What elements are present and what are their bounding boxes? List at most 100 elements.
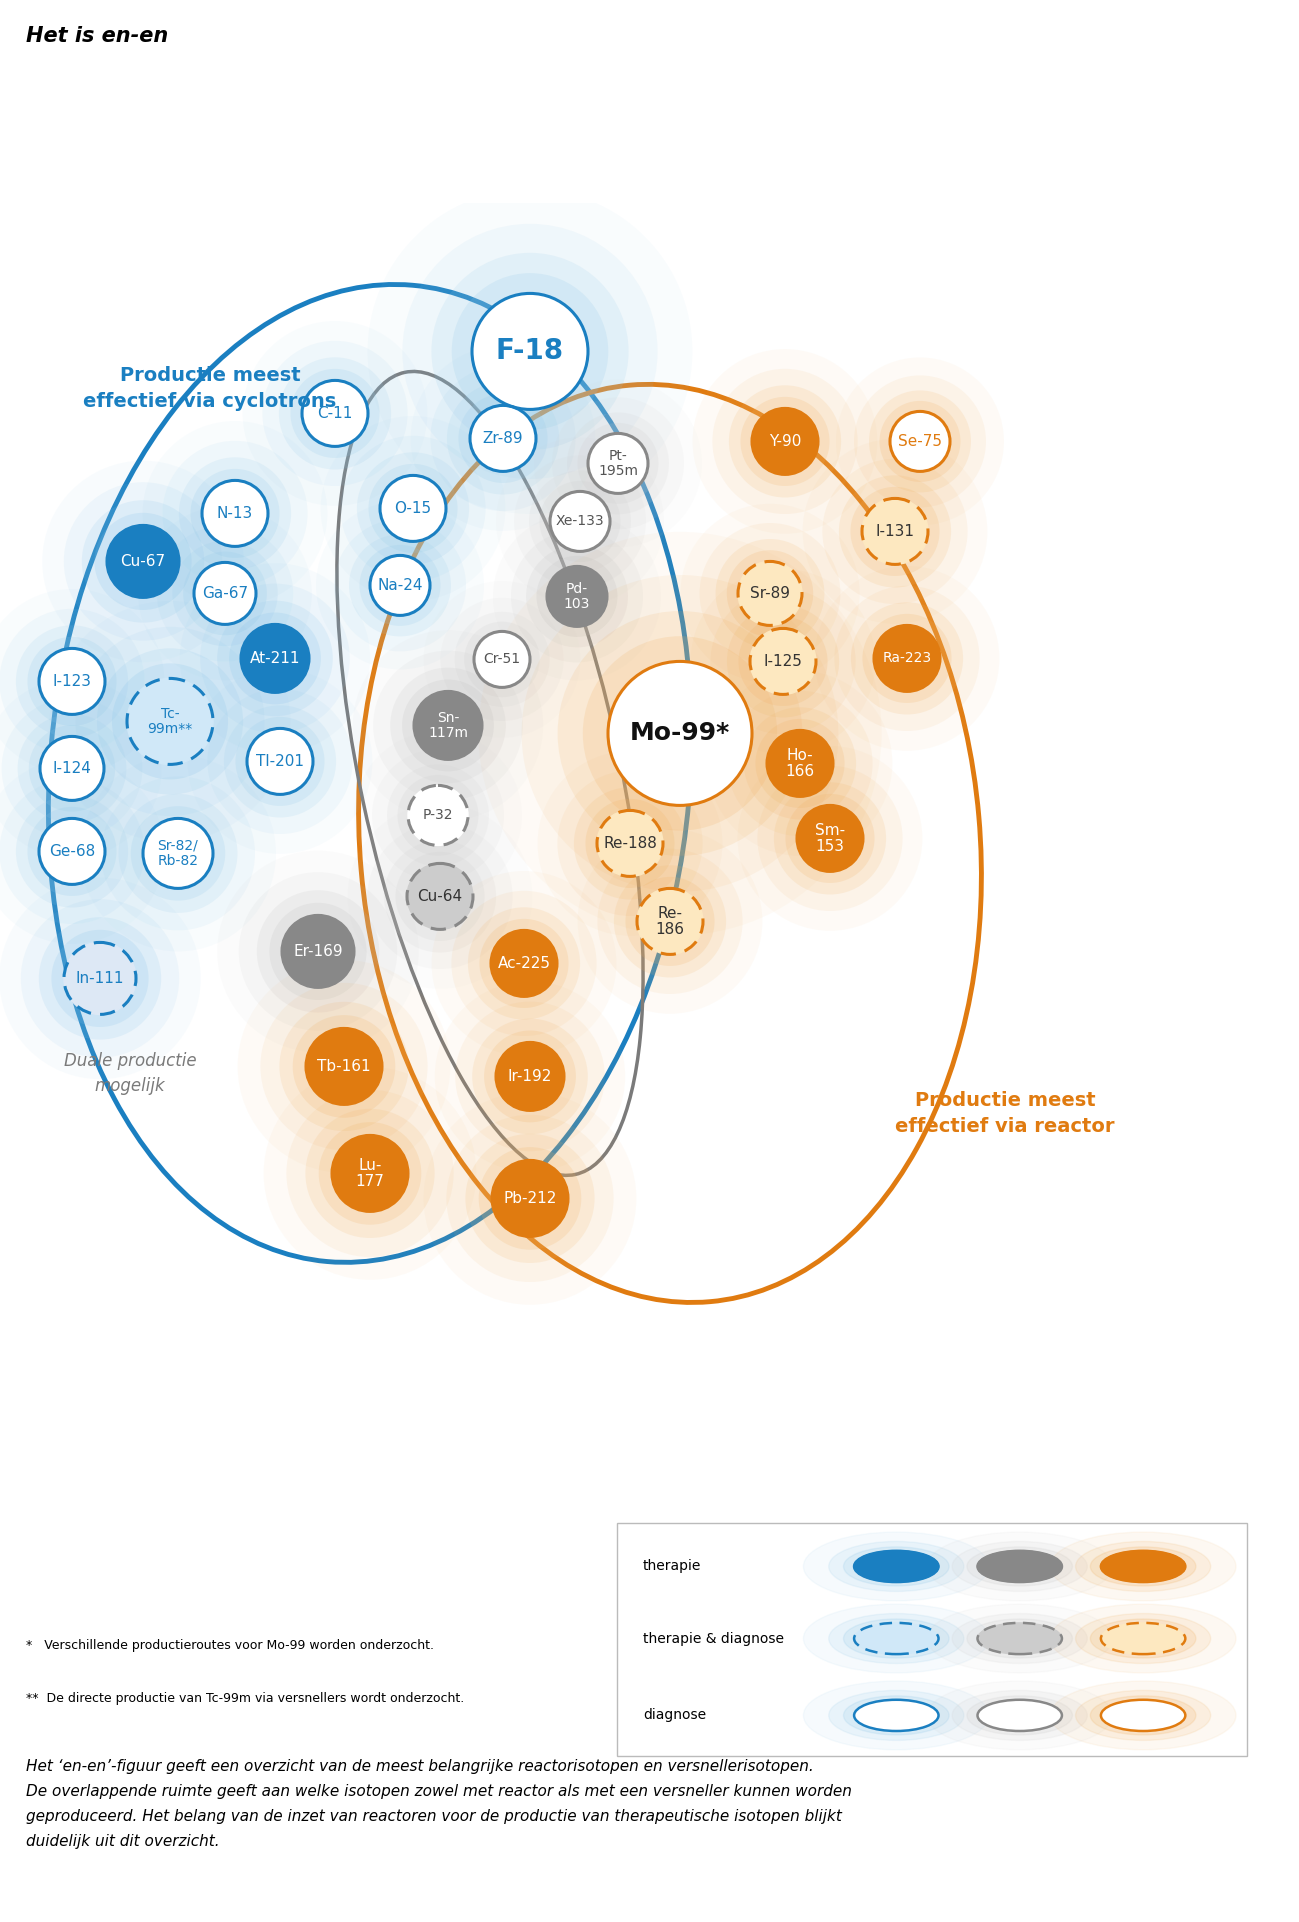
Circle shape	[408, 786, 468, 846]
Text: Zr-89: Zr-89	[483, 431, 523, 446]
Text: C-11: C-11	[317, 406, 353, 421]
Circle shape	[143, 819, 213, 888]
Text: Ge-68: Ge-68	[49, 844, 95, 859]
Circle shape	[1100, 1699, 1185, 1732]
Circle shape	[879, 402, 960, 482]
Circle shape	[557, 611, 803, 855]
Circle shape	[143, 421, 327, 605]
Circle shape	[447, 1115, 613, 1282]
Circle shape	[766, 730, 833, 796]
Circle shape	[536, 555, 617, 636]
Circle shape	[491, 930, 557, 996]
Circle shape	[162, 440, 308, 586]
Circle shape	[242, 625, 309, 692]
Circle shape	[1090, 1547, 1196, 1586]
Circle shape	[179, 457, 291, 569]
Circle shape	[0, 778, 144, 924]
Circle shape	[727, 605, 839, 717]
Circle shape	[82, 500, 204, 623]
Text: Pt-
195m: Pt- 195m	[598, 448, 638, 479]
Circle shape	[711, 588, 856, 734]
Circle shape	[95, 513, 191, 609]
Circle shape	[18, 713, 126, 823]
Circle shape	[472, 294, 588, 409]
Circle shape	[52, 930, 148, 1026]
Text: N-13: N-13	[217, 505, 253, 521]
Circle shape	[700, 523, 840, 663]
Circle shape	[431, 254, 629, 450]
Circle shape	[112, 663, 229, 780]
Circle shape	[459, 394, 548, 482]
Text: Sr-82/
Rb-82: Sr-82/ Rb-82	[157, 838, 199, 869]
Circle shape	[16, 625, 129, 738]
Circle shape	[451, 890, 596, 1036]
Circle shape	[474, 632, 530, 688]
Circle shape	[348, 803, 533, 988]
Circle shape	[131, 805, 225, 901]
Circle shape	[1, 698, 143, 838]
Text: Se-75: Se-75	[898, 434, 942, 450]
Circle shape	[0, 609, 144, 753]
Circle shape	[843, 1547, 950, 1586]
Circle shape	[829, 1614, 964, 1663]
Circle shape	[814, 565, 999, 752]
Circle shape	[496, 1042, 564, 1111]
Circle shape	[292, 1015, 395, 1119]
Text: In-111: In-111	[75, 971, 125, 986]
Circle shape	[423, 580, 581, 738]
Circle shape	[478, 532, 882, 934]
Text: Re-
186: Re- 186	[656, 905, 685, 938]
Text: *   Verschillende productieroutes voor Mo-99 worden onderzocht.: * Verschillende productieroutes voor Mo-…	[26, 1638, 434, 1651]
Circle shape	[834, 586, 979, 730]
Circle shape	[368, 825, 513, 969]
Circle shape	[552, 398, 685, 529]
Circle shape	[423, 1092, 637, 1305]
Circle shape	[853, 1622, 938, 1655]
Circle shape	[260, 982, 427, 1149]
Circle shape	[279, 1001, 409, 1130]
Circle shape	[187, 669, 373, 853]
Circle shape	[407, 863, 473, 930]
Circle shape	[355, 732, 522, 899]
Circle shape	[534, 379, 701, 548]
Circle shape	[549, 492, 611, 552]
Circle shape	[843, 1695, 950, 1736]
Circle shape	[952, 1691, 1087, 1741]
Circle shape	[349, 534, 451, 636]
Circle shape	[966, 1618, 1073, 1659]
Text: Xe-133: Xe-133	[556, 515, 604, 529]
Circle shape	[247, 728, 313, 794]
Circle shape	[452, 273, 608, 431]
Text: Cu-67: Cu-67	[121, 554, 165, 569]
Circle shape	[588, 432, 648, 494]
Circle shape	[863, 498, 927, 565]
Circle shape	[977, 1622, 1061, 1655]
Text: Pb-212: Pb-212	[503, 1192, 557, 1205]
Circle shape	[863, 613, 952, 703]
Circle shape	[21, 899, 179, 1057]
Circle shape	[279, 357, 391, 469]
Circle shape	[485, 1030, 575, 1122]
Circle shape	[0, 878, 201, 1080]
Circle shape	[851, 602, 963, 715]
Circle shape	[708, 671, 892, 855]
Circle shape	[578, 828, 763, 1013]
Circle shape	[29, 725, 116, 811]
Circle shape	[353, 630, 543, 821]
Circle shape	[0, 588, 165, 775]
Text: P-32: P-32	[422, 809, 453, 823]
Circle shape	[496, 438, 664, 605]
Circle shape	[455, 1001, 605, 1151]
Circle shape	[614, 865, 726, 978]
Circle shape	[238, 959, 451, 1172]
Circle shape	[1090, 1695, 1196, 1736]
Text: Cr-51: Cr-51	[483, 652, 521, 667]
Circle shape	[369, 463, 457, 554]
Circle shape	[414, 692, 482, 759]
Circle shape	[286, 1090, 453, 1257]
Circle shape	[381, 475, 446, 542]
Circle shape	[774, 782, 886, 894]
Text: I-124: I-124	[52, 761, 91, 776]
Circle shape	[282, 915, 355, 988]
Circle shape	[966, 1547, 1073, 1586]
